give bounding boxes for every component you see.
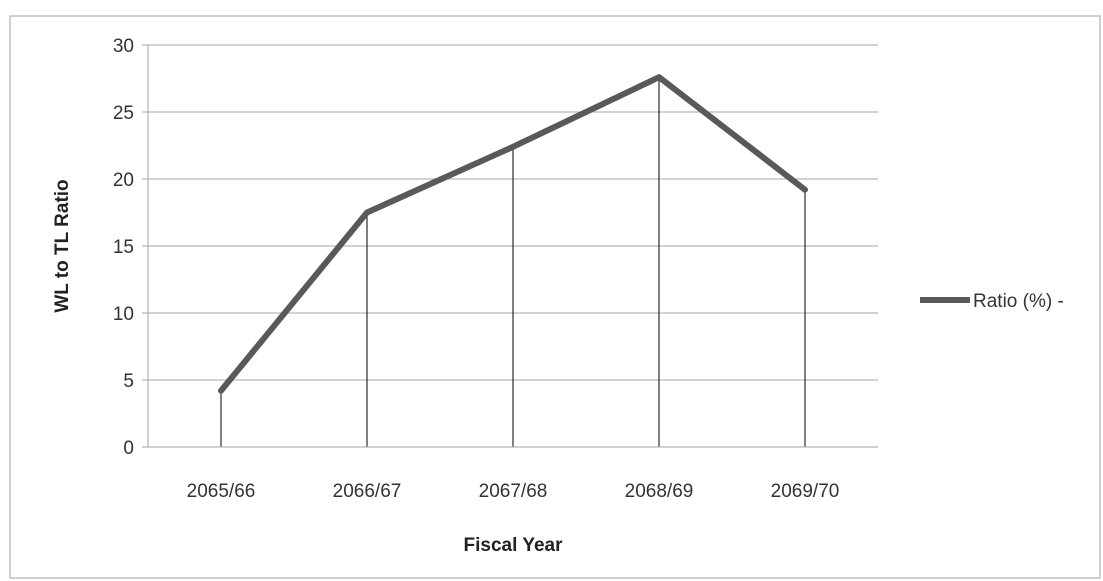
y-tick-label: 5 — [123, 371, 134, 392]
y-tick-label: 20 — [113, 170, 134, 191]
y-tick-labels: 0 5 10 15 20 25 30 — [113, 36, 134, 459]
x-axis-title: Fiscal Year — [464, 535, 564, 556]
legend-label: Ratio (%) - — [973, 291, 1064, 312]
x-tick-label: 2067/68 — [479, 481, 548, 502]
series-lines — [218, 74, 808, 394]
x-tick-label: 2068/69 — [625, 481, 694, 502]
y-tick-label: 30 — [113, 36, 134, 57]
x-tick-label: 2069/70 — [771, 481, 840, 502]
y-tick-label: 25 — [113, 103, 134, 124]
y-axis-title: WL to TL Ratio — [52, 179, 73, 312]
x-tick-labels: 2065/66 2066/67 2067/68 2068/69 2069/70 — [187, 481, 840, 502]
y-tick-label: 10 — [113, 304, 134, 325]
x-tick-label: 2066/67 — [333, 481, 402, 502]
y-tick-label: 0 — [123, 438, 134, 459]
x-tick-label: 2065/66 — [187, 481, 256, 502]
y-tick-label: 15 — [113, 237, 134, 258]
legend: Ratio (%) - — [920, 291, 1064, 312]
axes — [147, 45, 878, 448]
drop-lines — [220, 77, 806, 447]
chart-border — [9, 15, 1101, 579]
